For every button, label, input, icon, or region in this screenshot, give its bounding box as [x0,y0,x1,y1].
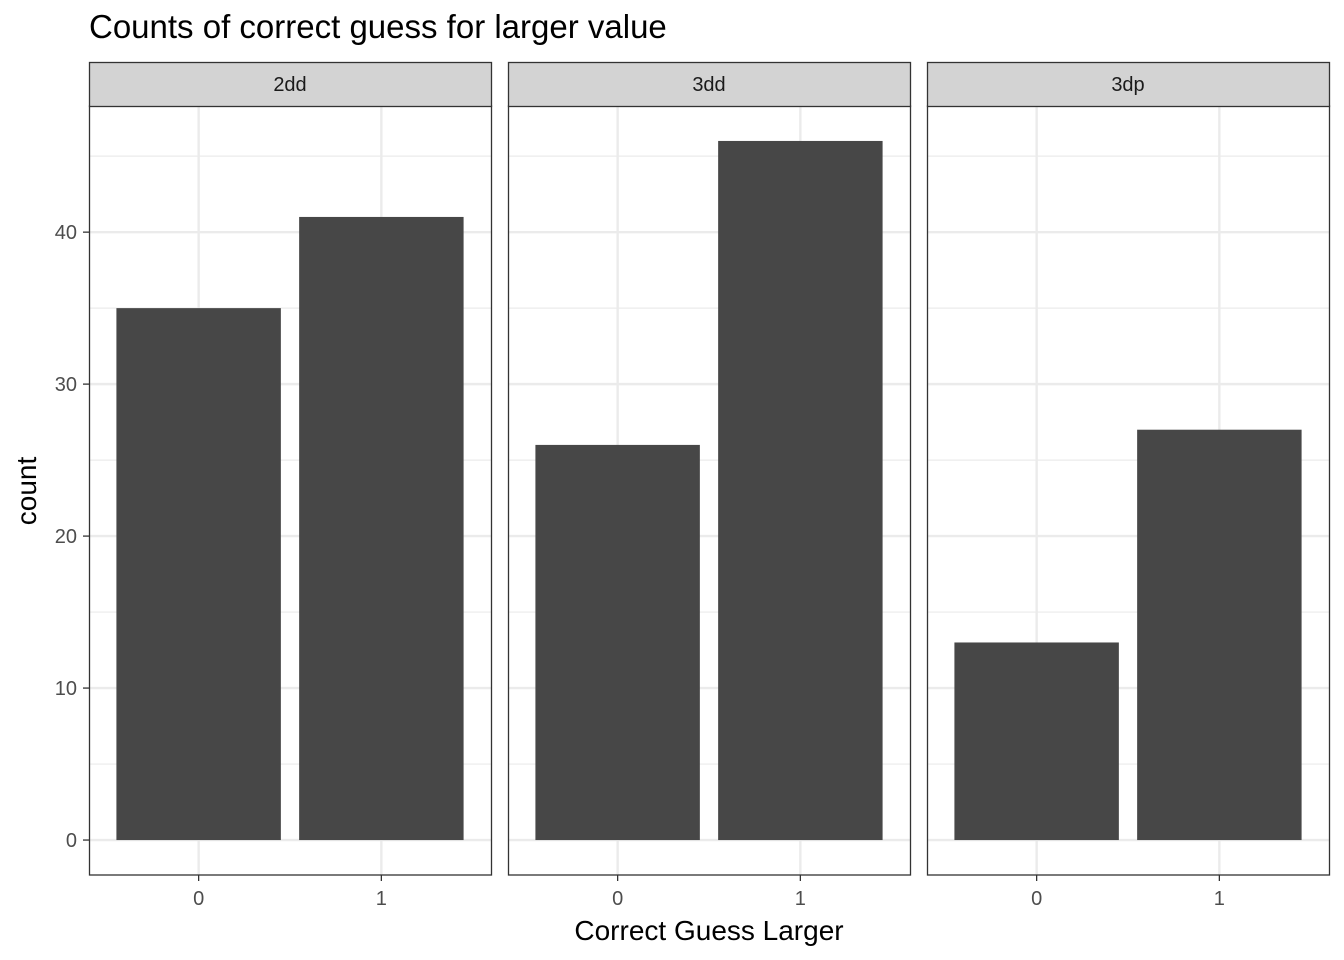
frame-layer: 2dd 3dd 3dp [88,61,1331,876]
y-axis-title: count [11,457,42,526]
bar-layer [116,140,1302,841]
facet-strip [507,61,912,108]
y-tick-label: 0 [66,830,77,852]
y-tick-label: 30 [55,374,77,396]
facet-strip [88,61,493,108]
bar-3dd-0 [535,444,700,841]
bar-3dd-1 [718,140,883,841]
x-tick-label: 1 [376,888,387,910]
x-tick-label: 0 [193,888,204,910]
x-tick-label: 1 [795,888,806,910]
facet-label-3dd: 3dd [692,74,725,96]
y-tick-label: 40 [55,222,77,244]
bar-2dd-0 [116,308,281,841]
bar-2dd-1 [299,216,464,841]
y-tick-label: 10 [55,678,77,700]
x-tick-label: 0 [612,888,623,910]
x-tick-label: 1 [1214,888,1225,910]
facet-label-3dp: 3dp [1111,74,1144,96]
y-tick-label: 20 [55,526,77,548]
facet-label-2dd: 2dd [273,74,306,96]
bar-3dp-1 [1137,429,1302,841]
x-axis-title: Correct Guess Larger [574,915,843,946]
bar-3dp-0 [954,642,1119,841]
x-tick-label: 0 [1031,888,1042,910]
chart-title: Counts of correct guess for larger value [89,8,667,45]
facet-strip [926,61,1331,108]
